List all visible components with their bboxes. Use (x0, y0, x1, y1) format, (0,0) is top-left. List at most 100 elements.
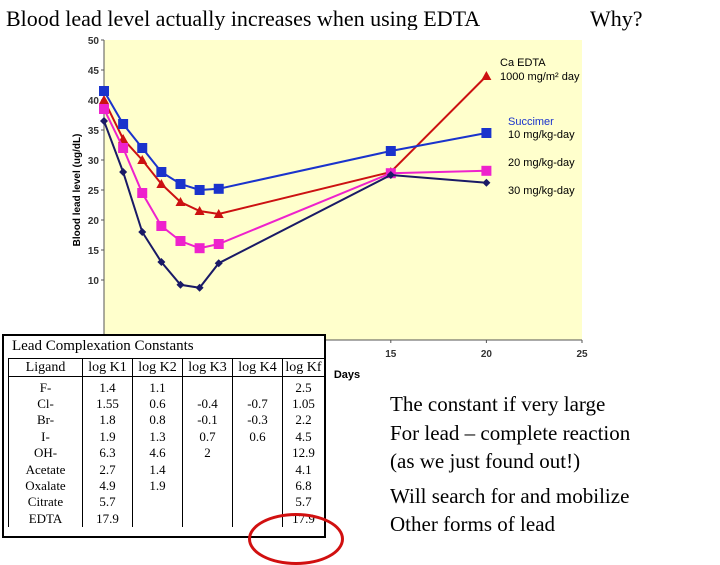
table-cell: 0.7 (182, 428, 233, 445)
table-cell: 12.9 (282, 444, 325, 461)
table-row: OH- 6.3 4.6 2 12.9 (8, 444, 325, 461)
table-row: Citrate 5.7 5.7 (8, 493, 325, 511)
table-cell: 2 (182, 444, 233, 461)
series-30-mg-kg-day (100, 117, 491, 292)
table-cell (182, 460, 233, 478)
data-point-square (481, 128, 492, 138)
data-point-triangle (213, 209, 224, 218)
column-header: log K1 (82, 358, 133, 377)
table-cell: -0.3 (232, 411, 283, 429)
data-point-triangle (481, 71, 492, 80)
data-point-triangle (156, 179, 167, 188)
table-cell: I- (8, 428, 83, 445)
lead-complexation-table: Ligand log K1 log K2 log K3 log K4 log K… (8, 358, 325, 527)
table-cell: -0.4 (182, 395, 233, 412)
edta-highlight-circle (248, 513, 344, 565)
table-cell (232, 493, 283, 511)
table-row: Acetate 2.7 1.4 4.1 (8, 460, 325, 478)
data-point-square (118, 119, 129, 129)
x-tick-label: 15 (385, 349, 397, 360)
table-cell: 0.6 (232, 428, 283, 445)
data-point-diamond (176, 280, 185, 289)
table-cell: 1.05 (282, 395, 325, 412)
slide-title: Blood lead level actually increases when… (6, 6, 481, 31)
table-cell: 5.7 (282, 493, 325, 511)
table-cell: F- (8, 376, 83, 396)
slide-why-question: Why? (590, 6, 643, 31)
x-axis-label: Days (334, 369, 360, 381)
table-row: Br- 1.8 0.8 -0.1 -0.3 2.2 (8, 411, 325, 429)
table-cell: 1.4 (82, 376, 133, 396)
table-cell (182, 493, 233, 511)
table-cell (132, 510, 183, 527)
table-cell (132, 493, 183, 511)
data-point-diamond (138, 228, 147, 236)
note-line: (as we just found out!) (390, 449, 581, 474)
data-point-square (99, 104, 109, 114)
legend-entry: 10 mg/kg-day (508, 129, 575, 141)
data-point-square (481, 165, 492, 176)
table-row: F- 1.4 1.1 2.5 (8, 376, 325, 396)
table-cell: 5.7 (82, 493, 133, 511)
data-point-square (137, 143, 148, 153)
data-point-diamond (119, 168, 128, 176)
data-point-square (213, 183, 224, 194)
legend-heading: Succimer (508, 116, 554, 128)
y-tick-label: 30 (88, 156, 100, 167)
data-point-diamond (157, 258, 166, 266)
table-cell: 2.2 (282, 411, 325, 429)
table-cell: 4.5 (282, 428, 325, 445)
table-row: I- 1.9 1.3 0.7 0.6 4.5 (8, 428, 325, 445)
data-point-triangle (99, 95, 109, 104)
blood-lead-chart: 10 15 20 25 30 35 40 45 50 15 20 25 Ca EDTA 1000 mg/… (72, 36, 588, 381)
column-header: Ligand (8, 358, 83, 377)
table-cell: 6.8 (282, 477, 325, 494)
table-cell: Cl- (8, 395, 83, 412)
table-cell: 6.3 (82, 444, 133, 461)
y-tick-label: 45 (88, 66, 100, 77)
data-point-square (118, 143, 129, 153)
y-tick-label: 10 (88, 276, 100, 287)
chart-series (99, 71, 492, 292)
table-cell (182, 477, 233, 494)
data-point-square (137, 188, 148, 198)
table-cell (182, 510, 233, 527)
x-tick-label: 20 (481, 349, 493, 360)
table-cell (232, 477, 283, 494)
table-cell: 1.9 (132, 477, 183, 494)
data-point-diamond (482, 178, 491, 187)
data-point-diamond (100, 117, 108, 125)
table-cell: 0.8 (132, 411, 183, 429)
y-tick-label: 35 (88, 126, 100, 137)
table-cell: 4.9 (82, 477, 133, 494)
data-point-square (175, 236, 186, 246)
table-cell: 1.8 (82, 411, 133, 429)
table-cell (232, 376, 283, 396)
lead-complexation-table-box: Lead Complexation Constants Ligand log K… (2, 334, 326, 538)
data-point-triangle (175, 197, 186, 206)
table-cell: Acetate (8, 460, 83, 478)
table-cell: 17.9 (82, 510, 133, 527)
data-point-square (99, 86, 109, 96)
y-tick-label: 25 (88, 186, 100, 197)
data-point-diamond (214, 259, 223, 268)
table-cell: 4.6 (132, 444, 183, 461)
table-cell: -0.1 (182, 411, 233, 429)
table-cell: 1.55 (82, 395, 133, 412)
y-tick-label: 50 (88, 36, 100, 47)
explanation-notes: The constant if very large For lead – co… (390, 390, 630, 539)
table-cell: 1.3 (132, 428, 183, 445)
table-cell: -0.7 (232, 395, 283, 412)
table-cell (182, 376, 233, 396)
data-point-square (156, 221, 167, 231)
legend-entry: 30 mg/kg-day (508, 185, 575, 197)
x-tick-label: 25 (576, 349, 588, 360)
table-cell: 0.6 (132, 395, 183, 412)
table-cell: EDTA (8, 510, 83, 527)
legend-entry: 1000 mg/m² day (500, 71, 580, 83)
y-tick-label: 20 (88, 216, 100, 227)
y-tick-label: 40 (88, 96, 100, 107)
note-line: Will search for and mobilize (390, 483, 630, 508)
data-point-diamond (386, 171, 395, 179)
data-point-square (194, 185, 205, 195)
